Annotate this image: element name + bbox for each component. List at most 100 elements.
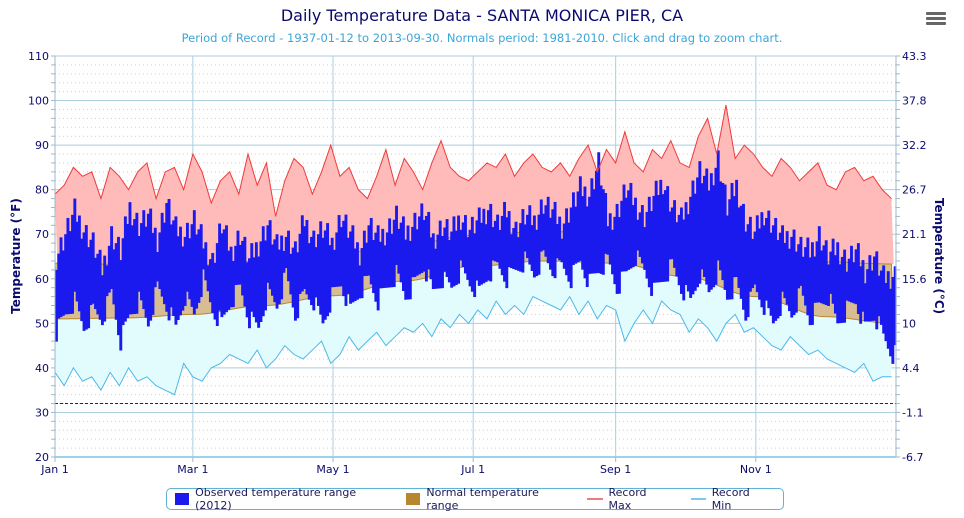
x-tick-label: May 1 bbox=[316, 463, 349, 476]
observed-bar bbox=[133, 219, 137, 314]
observed-bar bbox=[562, 223, 566, 269]
observed-bar bbox=[700, 183, 704, 270]
observed-bar bbox=[496, 214, 500, 263]
observed-bar bbox=[305, 219, 309, 295]
observed-bar bbox=[863, 283, 867, 322]
observed-bar bbox=[280, 235, 284, 300]
observed-bar bbox=[565, 208, 569, 276]
observed-bar bbox=[627, 190, 631, 270]
observed-bar bbox=[776, 240, 780, 319]
record-min-line bbox=[54, 295, 892, 396]
observed-bar bbox=[399, 222, 403, 283]
observed-bar bbox=[397, 228, 401, 274]
observed-bar bbox=[822, 245, 826, 305]
observed-bar bbox=[737, 207, 741, 288]
observed-bar bbox=[854, 249, 858, 305]
observed-bar bbox=[126, 223, 130, 318]
observed-bar bbox=[549, 217, 552, 270]
observed-bar bbox=[654, 180, 658, 283]
observed-bar bbox=[675, 222, 679, 277]
observed-bar bbox=[532, 215, 536, 278]
observed-bar bbox=[181, 246, 185, 311]
observed-bar bbox=[427, 211, 431, 270]
observed-bar bbox=[709, 173, 713, 290]
observed-bar bbox=[110, 226, 114, 290]
chart-svg[interactable]: 110 43.3 100 37.8 90 32.2 80 26.7 70 21.1 60 15.6 50… bbox=[0, 0, 964, 482]
x-tick-label: Mar 1 bbox=[177, 463, 208, 476]
hamburger-menu-icon[interactable] bbox=[926, 12, 946, 28]
observed-bar bbox=[215, 243, 219, 327]
observed-bar bbox=[91, 232, 95, 304]
observed-bar bbox=[505, 217, 509, 289]
observed-bar bbox=[746, 224, 750, 318]
observed-bar bbox=[241, 240, 245, 296]
observed-bar bbox=[567, 222, 571, 282]
observed-bar bbox=[544, 205, 548, 257]
observed-bar bbox=[774, 217, 778, 321]
observed-bar bbox=[735, 179, 739, 277]
y-tick-label-right: 37.8 bbox=[902, 95, 927, 108]
observed-bar bbox=[64, 234, 68, 315]
observed-bar bbox=[59, 237, 63, 318]
observed-bar bbox=[71, 214, 74, 314]
observed-bar bbox=[555, 223, 559, 259]
observed-bar bbox=[634, 197, 637, 266]
observed-bar bbox=[730, 182, 734, 300]
observed-bar bbox=[293, 241, 297, 321]
y-tick-label-right: 21.1 bbox=[902, 228, 927, 241]
observed-bar bbox=[413, 212, 417, 277]
observed-bar bbox=[631, 205, 635, 268]
observed-bar bbox=[172, 220, 176, 316]
observed-bar bbox=[378, 241, 382, 289]
observed-bar bbox=[477, 207, 481, 286]
observed-bar bbox=[121, 238, 125, 326]
observed-bar bbox=[583, 186, 587, 279]
observed-bar bbox=[801, 256, 805, 296]
observed-bar bbox=[282, 250, 286, 273]
observed-bar bbox=[335, 232, 339, 287]
observed-bar bbox=[608, 213, 612, 265]
legend-item-record-max[interactable]: Record Max bbox=[587, 486, 668, 512]
observed-bar bbox=[429, 237, 433, 280]
observed-bar bbox=[277, 249, 281, 304]
observed-bar bbox=[372, 240, 375, 294]
observed-bar bbox=[542, 213, 546, 251]
observed-bar bbox=[135, 212, 139, 314]
observed-bar bbox=[498, 229, 502, 269]
legend-item-record-min[interactable]: Record Min bbox=[690, 486, 769, 512]
observed-bar bbox=[640, 205, 644, 264]
observed-bar bbox=[259, 241, 263, 322]
y-tick-label-left: 100 bbox=[28, 95, 49, 108]
legend-label-normal: Normal temperature range bbox=[426, 486, 539, 512]
observed-bar bbox=[652, 195, 656, 283]
observed-bar bbox=[794, 251, 798, 313]
observed-bar bbox=[119, 260, 123, 351]
observed-bar bbox=[702, 175, 706, 277]
record-lines bbox=[54, 104, 892, 396]
observed-bar bbox=[287, 230, 290, 282]
observed-bar bbox=[360, 248, 364, 299]
observed-bar bbox=[889, 288, 893, 357]
legend-item-normal[interactable]: Normal temperature range bbox=[406, 486, 565, 512]
observed-bar bbox=[57, 253, 61, 319]
observed-bar bbox=[758, 228, 762, 300]
observed-bar bbox=[845, 271, 849, 301]
observed-bar bbox=[447, 240, 451, 283]
observed-bar bbox=[539, 199, 543, 252]
observed-bar bbox=[284, 236, 288, 269]
y-axis-title-right: Temperature (°C) bbox=[932, 198, 946, 314]
observed-bar bbox=[493, 220, 497, 262]
observed-bar bbox=[585, 206, 589, 288]
legend-swatch-record-max bbox=[587, 498, 603, 500]
legend-label-observed: Observed temperature range (2012) bbox=[195, 486, 357, 512]
observed-bar bbox=[264, 240, 267, 311]
observed-bar bbox=[298, 233, 302, 294]
observed-bar bbox=[558, 216, 562, 261]
observed-bar bbox=[374, 232, 378, 302]
legend-swatch-observed bbox=[175, 493, 190, 505]
observed-bar bbox=[792, 229, 796, 316]
observed-bar bbox=[714, 167, 718, 285]
observed-bar bbox=[521, 209, 525, 273]
observed-bar bbox=[307, 243, 311, 300]
legend-item-observed[interactable]: Observed temperature range (2012) bbox=[175, 486, 384, 512]
